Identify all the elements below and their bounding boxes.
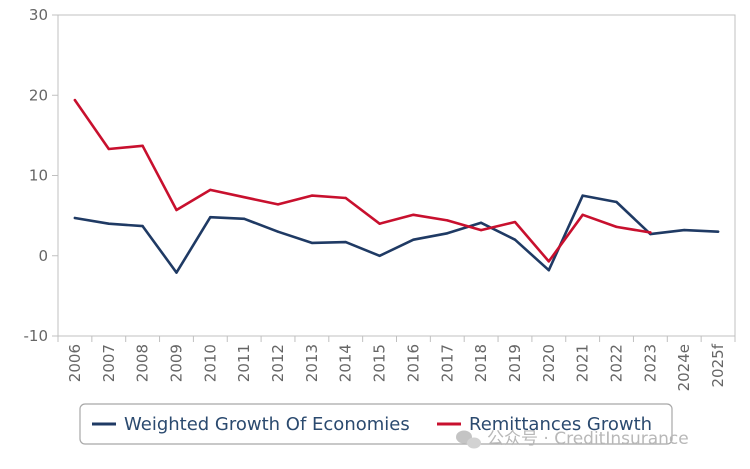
- watermark: 公众号 · CreditInsurance: [456, 429, 689, 449]
- data-point: [344, 196, 347, 200]
- data-point: [73, 216, 77, 220]
- x-tick-label: 2025f: [709, 343, 727, 387]
- data-point: [649, 231, 652, 234]
- y-axis: -10 0 10 20 30: [24, 6, 58, 345]
- data-point: [412, 213, 415, 217]
- data-point: [209, 188, 212, 192]
- data-point: [242, 195, 246, 199]
- data-point: [412, 238, 415, 241]
- data-point: [107, 147, 110, 151]
- x-tick-label: 2009: [167, 344, 185, 382]
- x-tick-label: 2011: [235, 344, 253, 382]
- data-point: [683, 228, 686, 232]
- x-tick-label: 2023: [641, 344, 659, 382]
- legend-label-remittances-growth: Remittances Growth: [469, 414, 652, 435]
- data-point: [378, 222, 381, 225]
- legend-box: [79, 403, 673, 445]
- data-point: [107, 222, 110, 225]
- data-point: [141, 144, 144, 148]
- x-tick-label: 2021: [574, 344, 592, 382]
- series-line-0: [73, 194, 720, 274]
- data-point: [310, 241, 314, 245]
- y-tick-label: 30: [29, 6, 48, 24]
- y-tick-label: 0: [38, 247, 48, 265]
- data-point: [581, 213, 584, 217]
- series-line-1: [73, 98, 652, 263]
- data-point: [513, 220, 517, 224]
- x-tick-label: 2008: [134, 344, 152, 382]
- data-point: [547, 268, 551, 272]
- data-point: [581, 194, 584, 197]
- y-tick-label: 20: [29, 86, 48, 104]
- data-point: [479, 221, 483, 225]
- data-point: [73, 98, 77, 102]
- data-point: [547, 260, 551, 263]
- data-point: [513, 238, 517, 241]
- data-point: [446, 219, 449, 222]
- data-point: [479, 228, 483, 232]
- x-tick-label: 2006: [66, 344, 84, 382]
- series-layer: [73, 98, 720, 274]
- x-tick-label: 2010: [201, 344, 219, 382]
- data-point: [209, 216, 212, 219]
- x-tick-label: 2024e: [675, 344, 693, 391]
- watermark-text: 公众号 · CreditInsurance: [487, 429, 689, 449]
- y-tick-label: -10: [24, 327, 49, 345]
- x-axis: 2006 2007 2008 2009 2010 2011 2012 2013 2014 2015…: [57, 336, 736, 391]
- x-tick-label: 2017: [438, 344, 456, 382]
- x-tick-label: 2015: [371, 344, 389, 382]
- legend: Weighted Growth Of Economies Remittances…: [79, 403, 673, 445]
- data-point: [141, 224, 144, 228]
- legend-label-weighted-growth: Weighted Growth Of Economies: [124, 414, 410, 435]
- x-tick-label: 2018: [472, 344, 490, 382]
- data-point: [276, 230, 280, 233]
- data-point: [378, 254, 381, 257]
- x-tick-label: 2016: [404, 344, 422, 382]
- data-point: [615, 225, 618, 229]
- x-tick-label: 2013: [303, 344, 321, 382]
- data-point: [344, 240, 347, 244]
- data-point: [446, 232, 449, 235]
- data-point: [242, 217, 246, 221]
- data-point: [310, 194, 314, 197]
- x-tick-label: 2019: [506, 344, 524, 382]
- data-point: [615, 200, 618, 204]
- x-tick-label: 2022: [608, 344, 626, 382]
- data-point: [716, 230, 720, 233]
- x-tick-label: 2014: [337, 344, 355, 382]
- data-point: [175, 208, 178, 212]
- x-tick-label: 2012: [269, 344, 287, 382]
- wechat-icon: [456, 430, 481, 449]
- data-point: [175, 271, 178, 274]
- x-tick-label: 2020: [540, 344, 558, 382]
- x-tick-label: 2007: [100, 344, 118, 382]
- y-tick-label: 10: [29, 167, 48, 185]
- data-point: [276, 203, 280, 206]
